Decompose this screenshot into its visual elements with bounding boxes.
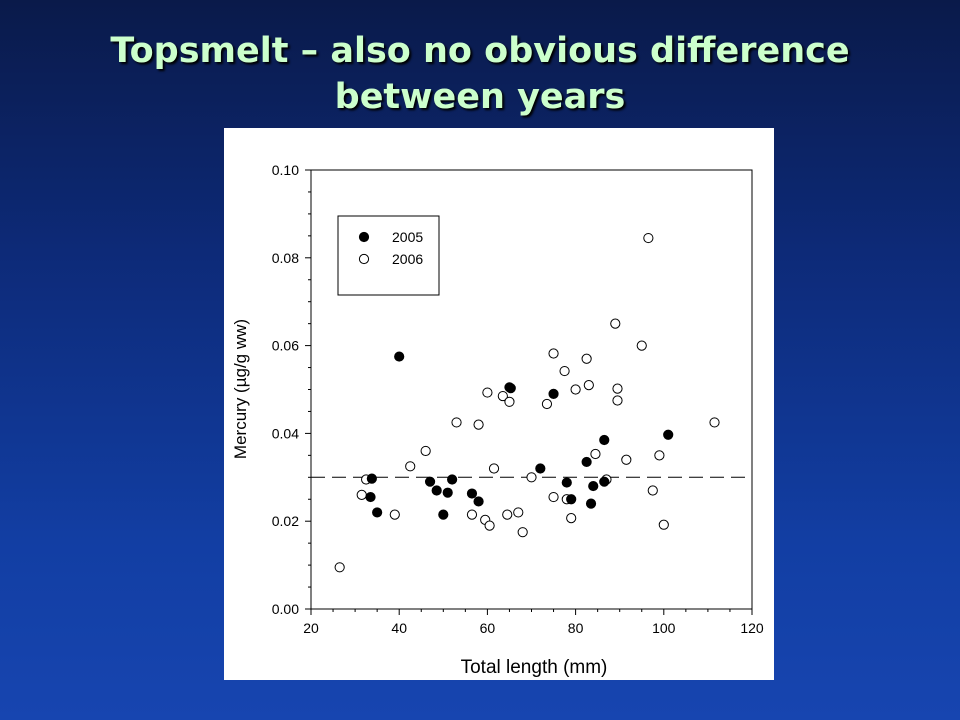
marker-2005 <box>442 487 453 498</box>
marker-2005 <box>424 476 436 487</box>
marker-2006 <box>612 395 623 406</box>
marker-2005 <box>505 383 516 394</box>
y-tick-label: 0.08 <box>272 250 299 266</box>
marker-2006 <box>548 348 559 359</box>
scatter-chart: 0.000.020.040.060.080.10 20 40 60 80 100 120 … <box>231 162 764 678</box>
marker-2005 <box>365 491 376 503</box>
y-axis-label: Mercury (µg/g ww) <box>231 319 250 459</box>
marker-2005 <box>588 480 599 492</box>
marker-2005 <box>372 507 383 518</box>
marker-2006 <box>643 232 654 244</box>
marker-2005 <box>447 474 458 485</box>
legend-box <box>337 215 440 296</box>
marker-2006 <box>654 450 665 461</box>
marker-2006 <box>566 513 577 524</box>
marker-2006 <box>497 390 508 402</box>
marker-2006 <box>610 318 621 329</box>
marker-2006 <box>334 562 345 573</box>
x-tick-label: 20 <box>303 620 319 636</box>
legend-label: 2006 <box>392 251 423 267</box>
marker-2006 <box>559 365 570 377</box>
marker-2006 <box>621 454 632 465</box>
marker-2006 <box>590 448 601 460</box>
slide-title: Topsmelt – also no obvious difference be… <box>0 28 960 120</box>
marker-2006 <box>451 417 462 428</box>
marker-2005 <box>535 463 546 474</box>
marker-2006 <box>570 384 581 395</box>
data-markers <box>334 232 720 573</box>
marker-2006 <box>488 463 500 474</box>
marker-2005 <box>599 476 610 487</box>
y-tick-label: 0.10 <box>272 162 299 178</box>
marker-2006 <box>581 353 592 364</box>
marker-2005 <box>585 498 597 509</box>
y-tick-label: 0.04 <box>272 425 299 441</box>
legend-label: 2005 <box>392 229 423 245</box>
marker-2006 <box>526 472 537 483</box>
marker-2005 <box>581 456 592 468</box>
legend-marker <box>358 231 370 243</box>
marker-2005 <box>466 488 478 499</box>
legend-marker <box>358 253 370 265</box>
marker-2006 <box>513 507 524 518</box>
marker-2005 <box>473 496 484 507</box>
marker-2006 <box>420 445 431 457</box>
marker-2005 <box>599 434 610 446</box>
marker-2006 <box>356 489 367 500</box>
slide-title-line-2: between years <box>334 77 626 117</box>
marker-2006 <box>709 417 720 428</box>
y-tick-label: 0.00 <box>272 601 299 617</box>
y-tick-label: 0.02 <box>272 513 299 529</box>
marker-2005 <box>438 509 449 520</box>
slide-title-line-1: Topsmelt – also no obvious difference <box>110 31 850 71</box>
marker-2006 <box>504 396 515 407</box>
marker-2006 <box>548 491 559 503</box>
marker-2006 <box>405 461 416 472</box>
marker-2005 <box>561 477 572 488</box>
marker-2006 <box>612 383 623 394</box>
x-axis: 20 40 60 80 100 120 <box>303 609 764 636</box>
marker-2006 <box>466 509 478 520</box>
marker-2006 <box>541 398 553 410</box>
x-tick-label: 120 <box>740 620 764 636</box>
x-tick-label: 100 <box>652 620 676 636</box>
marker-2005 <box>663 429 674 440</box>
marker-2005 <box>366 473 377 484</box>
marker-2006 <box>636 340 647 351</box>
y-tick-label: 0.06 <box>272 338 299 354</box>
marker-2006 <box>473 419 484 430</box>
marker-2006 <box>647 485 658 496</box>
y-axis: 0.00 0.02 0.04 0.06 0.08 0.10 <box>272 162 311 617</box>
marker-2006 <box>658 519 669 530</box>
marker-2006 <box>583 380 594 391</box>
scatter-chart-panel: 0.00 0.02 0.04 0.06 0.08 0.10 20 40 60 80 100 120 … <box>224 128 774 680</box>
x-tick-label: 80 <box>568 620 584 636</box>
marker-2005 <box>394 351 405 362</box>
marker-2005 <box>548 388 559 399</box>
marker-2006 <box>482 387 493 398</box>
marker-2006 <box>517 527 528 538</box>
marker-2006 <box>484 520 495 531</box>
x-tick-label: 40 <box>391 620 407 636</box>
marker-2006 <box>502 509 513 520</box>
x-tick-label: 60 <box>480 620 496 636</box>
x-axis-label: Total length (mm) <box>461 657 608 678</box>
marker-2006 <box>389 509 400 520</box>
legend: 2005 2006 <box>337 215 440 296</box>
marker-2005 <box>566 494 577 505</box>
marker-2005 <box>431 485 442 496</box>
